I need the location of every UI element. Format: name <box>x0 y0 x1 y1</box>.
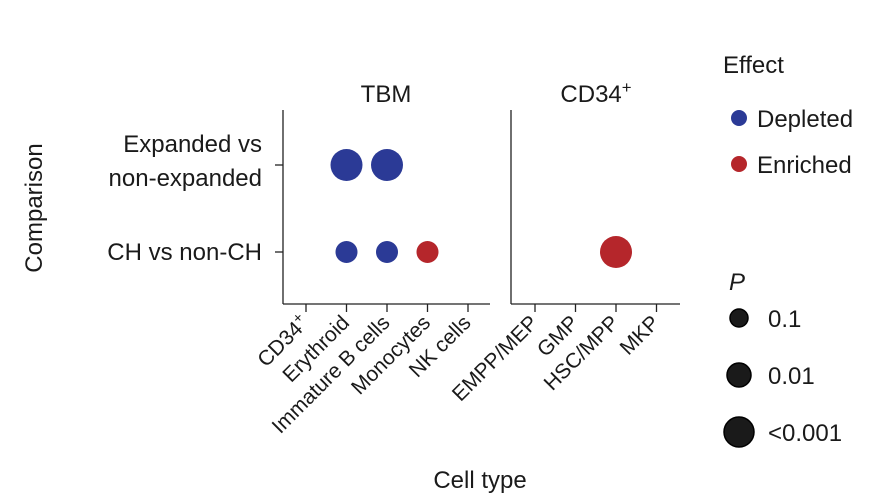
legend-swatch-enriched <box>731 156 747 172</box>
legend-label-enriched: Enriched <box>757 152 852 179</box>
panel-title: CD34+ <box>560 78 631 109</box>
point-monocytes-ch-vs-non-ch <box>416 241 439 263</box>
point-hsc-mpp-ch-vs-non-ch <box>600 236 632 268</box>
p-legend-label: <0.001 <box>768 420 842 447</box>
p-legend-label: 0.1 <box>768 306 801 333</box>
point-erythroid-ch-vs-non-ch <box>335 241 358 263</box>
p-legend-title: P <box>729 269 745 296</box>
data-points <box>330 149 632 268</box>
x-axis-label: Cell type <box>433 467 526 494</box>
effect-legend: Effect Depleted Enriched <box>723 52 853 179</box>
effect-legend-title: Effect <box>723 52 784 79</box>
x-tick-label-mkp: MKP <box>616 311 664 359</box>
point-immature-b-cells-expanded-vs-non-expanded <box>371 149 403 181</box>
legend-swatch-depleted <box>731 110 747 126</box>
p-value-legend: P 0.1 0.01 <0.001 <box>723 269 842 448</box>
p-legend-label: 0.01 <box>768 363 815 390</box>
panel-title: TBM <box>361 81 412 108</box>
y-tick-label-expanded-vs-non-expanded: Expanded vs non-expanded <box>109 131 262 192</box>
y-tick-label-ch-vs-non-ch: CH vs non-CH <box>107 239 262 266</box>
point-immature-b-cells-ch-vs-non-ch <box>376 241 398 263</box>
p-legend-circle-0-001 <box>723 416 755 448</box>
point-erythroid-expanded-vs-non-expanded <box>330 149 363 181</box>
legend-label-depleted: Depleted <box>757 106 853 133</box>
y-axis-label: Comparison <box>21 143 48 272</box>
p-legend-circle-0-01 <box>726 362 752 388</box>
row-labels: Expanded vs non-expanded CH vs non-CH <box>107 131 283 266</box>
p-legend-circle-0-1 <box>729 308 749 328</box>
